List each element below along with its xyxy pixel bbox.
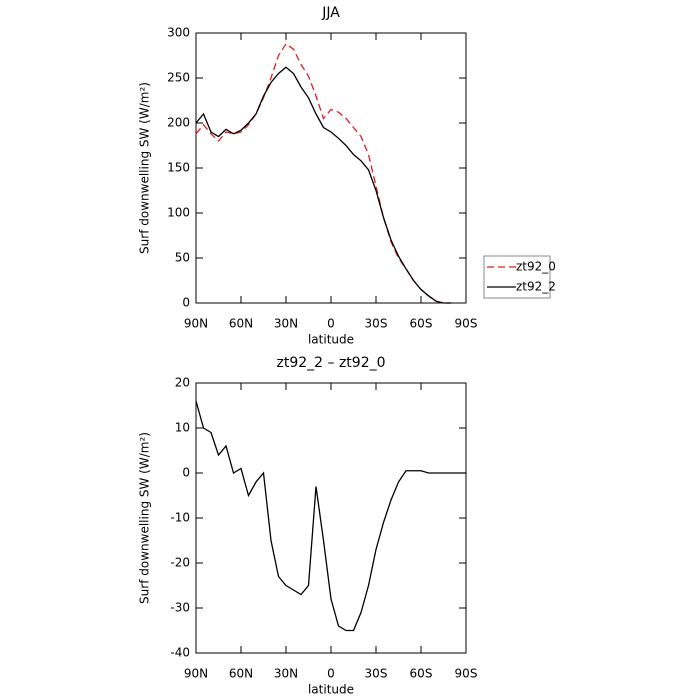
- y-tick-label: 100: [167, 206, 190, 220]
- y-tick-label: -40: [170, 646, 190, 660]
- y-tick-label: 250: [167, 71, 190, 85]
- x-tick-label: 0: [327, 667, 335, 681]
- y-tick-label: 0: [182, 296, 190, 310]
- data-line: [195, 66, 451, 304]
- x-tick-label: 90S: [455, 667, 478, 681]
- plot-frame: [195, 382, 467, 654]
- y-tick-label: 300: [167, 26, 190, 40]
- data-line: [195, 400, 466, 632]
- y-tick-label: 20: [175, 376, 190, 390]
- x-tick-label: 0: [327, 317, 335, 331]
- y-tick-label: 150: [167, 161, 190, 175]
- x-tick-label: 60N: [229, 667, 253, 681]
- y-tick-label: -10: [170, 511, 190, 525]
- legend-label: zt92_0: [516, 260, 556, 274]
- y-axis-label: Surf downwelling SW (W/m²): [138, 82, 152, 254]
- legend-label: zt92_2: [516, 280, 556, 294]
- y-tick-label: 0: [182, 466, 190, 480]
- y-tick-label: 10: [175, 421, 190, 435]
- x-tick-label: 90N: [184, 317, 208, 331]
- data-line: [195, 42, 451, 304]
- plot-frame: [195, 32, 467, 304]
- x-tick-label: 30S: [365, 317, 388, 331]
- x-tick-label: 60S: [410, 317, 433, 331]
- x-tick-label: 30N: [274, 317, 298, 331]
- x-tick-label: 60S: [410, 667, 433, 681]
- chart-title: JJA: [321, 5, 340, 21]
- y-tick-label: 50: [175, 251, 190, 265]
- x-tick-label: 30S: [365, 667, 388, 681]
- x-tick-label: 60N: [229, 317, 253, 331]
- x-axis-label: latitude: [308, 333, 354, 347]
- legend-box: [483, 255, 551, 299]
- y-tick-label: -30: [170, 601, 190, 615]
- y-tick-label: 200: [167, 116, 190, 130]
- y-axis-label: Surf downwelling SW (W/m²): [138, 432, 152, 604]
- x-tick-label: 90S: [455, 317, 478, 331]
- chart-title: zt92_2 – zt92_0: [276, 355, 385, 371]
- x-axis-label: latitude: [308, 683, 354, 697]
- x-tick-label: 90N: [184, 667, 208, 681]
- x-tick-label: 30N: [274, 667, 298, 681]
- y-tick-label: -20: [170, 556, 190, 570]
